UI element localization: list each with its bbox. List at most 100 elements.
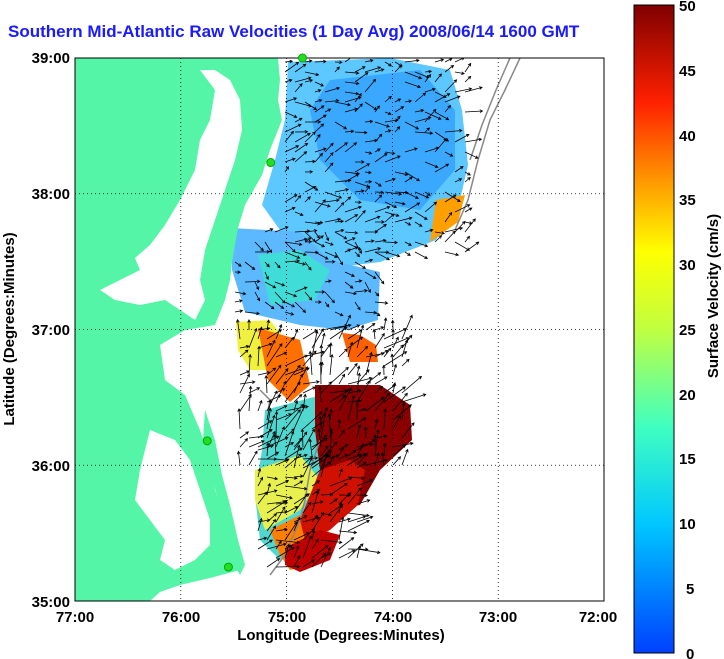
velocity-arrow <box>324 108 332 113</box>
velocity-patch-north-inner <box>310 70 455 210</box>
colorbar-tick-label: 0 <box>686 646 694 659</box>
velocity-arrow <box>275 368 289 385</box>
velocity-arrow <box>284 521 298 541</box>
velocity-arrow <box>394 216 413 223</box>
velocity-arrow <box>324 142 334 153</box>
velocity-arrow <box>302 457 323 469</box>
velocity-arrow <box>293 399 299 412</box>
velocity-arrow <box>314 251 329 260</box>
velocity-patch-orange-north <box>342 333 378 362</box>
velocity-arrow <box>424 111 442 120</box>
velocity-arrow <box>364 119 374 124</box>
velocity-arrow <box>266 390 278 412</box>
velocity-arrow <box>404 202 421 213</box>
velocity-arrow <box>266 513 278 523</box>
velocity-arrow <box>275 324 283 340</box>
velocity-arrow <box>304 181 319 191</box>
velocity-arrow <box>248 327 258 349</box>
colorbar-tick-label: 15 <box>679 451 696 468</box>
velocity-arrow <box>314 201 331 208</box>
velocity-arrow <box>324 198 340 203</box>
velocity-arrow <box>311 538 319 550</box>
colorbar-tick-label: 40 <box>679 128 696 145</box>
velocity-arrow <box>354 200 362 205</box>
velocity-arrow <box>347 417 367 430</box>
velocity-arrow <box>444 104 452 113</box>
colorbar-tick-label: 45 <box>679 63 696 80</box>
x-axis-label: Longitude (Degrees:Minutes) <box>237 627 445 644</box>
velocity-arrow <box>266 451 280 460</box>
velocity-arrow <box>311 529 316 541</box>
velocity-arrow <box>404 241 412 246</box>
velocity-arrow <box>404 58 420 63</box>
velocity-arrow <box>356 461 367 469</box>
velocity-arrow <box>344 214 359 223</box>
outer-banks-island <box>203 410 245 575</box>
velocity-arrow <box>314 235 324 243</box>
velocity-arrow <box>248 450 258 466</box>
velocity-arrow <box>254 281 260 291</box>
velocity-arrow <box>284 543 290 559</box>
velocity-arrow <box>275 494 293 500</box>
velocity-arrow <box>257 342 273 349</box>
chesapeake-bay <box>100 70 242 320</box>
velocity-arrow <box>266 430 276 451</box>
velocity-arrow <box>414 108 425 113</box>
velocity-arrow <box>254 241 264 252</box>
velocity-arrow <box>444 194 457 203</box>
velocity-arrow <box>354 163 371 173</box>
velocity-arrow <box>264 228 274 233</box>
velocity-patch-south-yellow <box>255 455 320 530</box>
velocity-arrow <box>444 95 461 103</box>
velocity-arrow <box>329 323 352 331</box>
velocity-arrow <box>302 501 312 514</box>
velocity-arrow <box>257 536 268 541</box>
velocity-arrow <box>314 59 327 64</box>
velocity-arrow <box>266 414 276 439</box>
x-tick-label: 72:00 <box>579 609 617 626</box>
velocity-arrow <box>384 95 392 103</box>
velocity-arrow <box>302 457 313 478</box>
velocity-arrow <box>293 480 304 487</box>
velocity-arrow <box>311 461 331 478</box>
velocity-arrow <box>347 399 362 403</box>
velocity-arrow <box>324 251 338 258</box>
velocity-arrow <box>275 540 282 550</box>
velocity-arrow <box>363 426 368 439</box>
velocity-arrow <box>324 98 340 103</box>
colorbar-tick-label: 20 <box>679 387 696 404</box>
velocity-arrow <box>383 337 410 349</box>
velocity-arrow <box>404 121 420 130</box>
velocity-arrow <box>354 72 369 83</box>
velocity-arrow <box>347 324 361 331</box>
velocity-arrow <box>394 115 401 123</box>
velocity-arrow <box>383 317 388 331</box>
velocity-arrow <box>374 429 380 457</box>
velocity-arrow <box>344 291 358 296</box>
velocity-arrow <box>293 444 301 469</box>
velocity-arrow <box>364 230 379 234</box>
velocity-arrow <box>257 467 262 478</box>
velocity-arrow <box>304 261 312 271</box>
velocity-arrow <box>302 535 312 559</box>
y-tick-label: 38:00 <box>32 186 70 203</box>
velocity-arrow <box>324 86 341 93</box>
velocity-arrow <box>274 291 286 304</box>
velocity-arrow <box>434 137 447 153</box>
velocity-arrow <box>266 364 282 385</box>
velocity-arrow <box>383 442 387 457</box>
velocity-arrow <box>356 345 369 358</box>
velocity-arrow <box>284 453 302 469</box>
velocity-arrow <box>317 428 322 448</box>
velocity-arrow <box>444 251 460 257</box>
velocity-arrow <box>324 217 342 223</box>
velocity-arrow <box>284 130 294 143</box>
velocity-arrow <box>384 211 400 217</box>
velocity-arrow <box>401 375 423 394</box>
velocity-arrow <box>324 191 343 199</box>
velocity-arrow <box>374 68 385 73</box>
velocity-arrow <box>234 261 242 267</box>
velocity-arrow <box>239 344 250 349</box>
velocity-arrow <box>356 379 371 403</box>
